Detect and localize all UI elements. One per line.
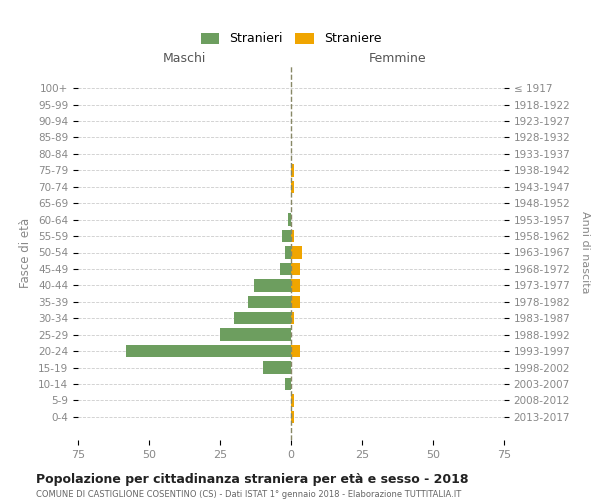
Text: Femmine: Femmine: [368, 52, 427, 65]
Bar: [291, 180, 294, 193]
Y-axis label: Anni di nascita: Anni di nascita: [580, 211, 590, 294]
Bar: [220, 328, 291, 341]
Bar: [234, 312, 291, 324]
Bar: [126, 345, 291, 357]
Bar: [291, 345, 299, 357]
Bar: [291, 230, 294, 242]
Text: Maschi: Maschi: [163, 52, 206, 65]
Bar: [291, 246, 302, 258]
Bar: [291, 279, 299, 291]
Bar: [291, 410, 294, 423]
Legend: Stranieri, Straniere: Stranieri, Straniere: [196, 28, 386, 50]
Y-axis label: Fasce di età: Fasce di età: [19, 218, 32, 288]
Bar: [291, 164, 294, 176]
Text: COMUNE DI CASTIGLIONE COSENTINO (CS) - Dati ISTAT 1° gennaio 2018 - Elaborazione: COMUNE DI CASTIGLIONE COSENTINO (CS) - D…: [36, 490, 461, 499]
Bar: [291, 312, 294, 324]
Bar: [286, 246, 291, 258]
Bar: [280, 263, 291, 275]
Bar: [291, 296, 299, 308]
Bar: [286, 378, 291, 390]
Bar: [263, 362, 291, 374]
Text: Popolazione per cittadinanza straniera per età e sesso - 2018: Popolazione per cittadinanza straniera p…: [36, 472, 469, 486]
Bar: [291, 263, 299, 275]
Bar: [254, 279, 291, 291]
Bar: [283, 230, 291, 242]
Bar: [248, 296, 291, 308]
Bar: [288, 214, 291, 226]
Bar: [291, 394, 294, 406]
